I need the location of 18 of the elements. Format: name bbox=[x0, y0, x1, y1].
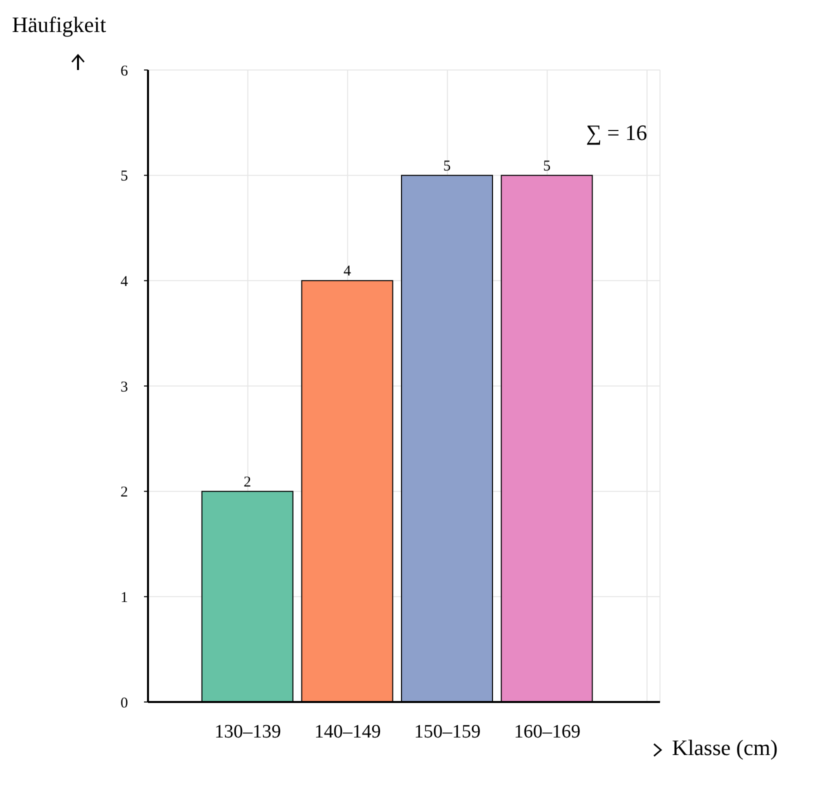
data-label: 4 bbox=[343, 264, 352, 280]
y-tick-label: 3 bbox=[120, 379, 128, 396]
data-label: 5 bbox=[443, 158, 451, 174]
y-tick-label: 4 bbox=[120, 274, 128, 290]
y-tick-label: 6 bbox=[120, 63, 128, 80]
data-label: 2 bbox=[244, 474, 252, 490]
x-tick-label: 150–159 bbox=[414, 721, 481, 742]
x-axis-title: Klasse (cm) bbox=[672, 735, 778, 761]
x-tick-label: 140–149 bbox=[314, 721, 381, 742]
y-tick-label: 1 bbox=[120, 590, 128, 606]
y-tick-label: 2 bbox=[120, 484, 128, 501]
x-tick-label: 130–139 bbox=[214, 721, 282, 742]
y-tick-label: 0 bbox=[120, 695, 128, 712]
x-tick-label: 160–169 bbox=[514, 721, 580, 742]
y-axis-title: Häufigkeit bbox=[12, 12, 106, 38]
annotation: ∑ = 16 bbox=[586, 120, 648, 146]
y-tick-label: 5 bbox=[120, 168, 128, 185]
data-label: 5 bbox=[543, 158, 551, 174]
